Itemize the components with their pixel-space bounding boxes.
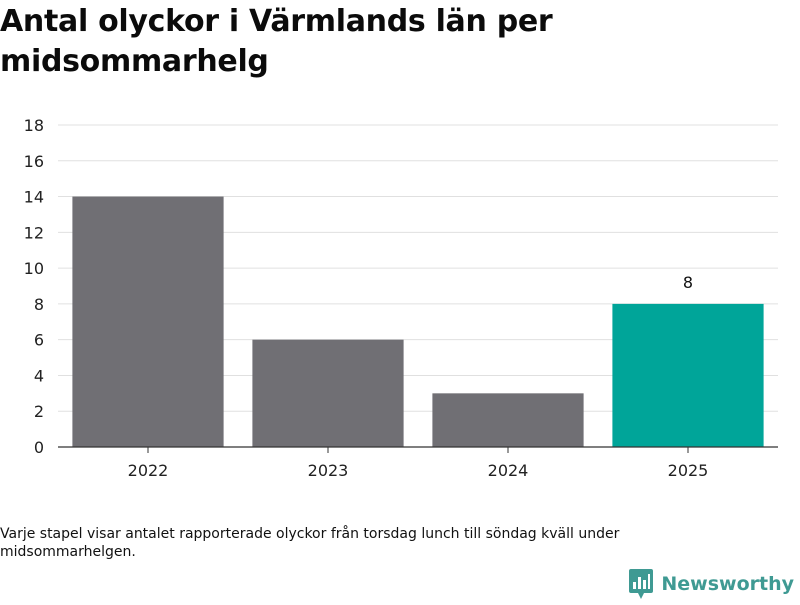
bar-chart: 0 2 4 6 8 10 12 14 16 18 2022 2023 2024 2025 8 — [24, 116, 778, 480]
axes — [58, 446, 778, 453]
y-tick-label: 18 — [24, 116, 44, 135]
brand-name: Newsworthy — [661, 573, 794, 595]
bar-2025 — [612, 303, 764, 447]
data-label-2025: 8 — [683, 273, 693, 292]
y-tick-label: 10 — [24, 259, 44, 278]
y-tick-label: 14 — [24, 188, 44, 207]
x-tick-label: 2025 — [668, 461, 709, 480]
bar-2023 — [252, 339, 404, 447]
x-tick-label: 2023 — [308, 461, 349, 480]
y-tick-label: 0 — [34, 438, 44, 457]
x-tick-label: 2024 — [488, 461, 529, 480]
chart-title: Antal olyckor i Värmlands län per midsom… — [0, 4, 553, 79]
bar-2022 — [72, 196, 224, 447]
y-tick-label: 8 — [34, 295, 44, 314]
y-tick-label: 6 — [34, 331, 44, 350]
y-tick-label: 16 — [24, 152, 44, 171]
y-tick-label: 2 — [34, 402, 44, 421]
y-tick-label: 12 — [24, 223, 44, 242]
brand-logo: Newsworthy — [628, 566, 794, 602]
newsworthy-bar-chart-icon — [628, 567, 654, 601]
x-tick-label: 2022 — [128, 461, 169, 480]
chart-footnote: Varje stapel visar antalet rapporterade … — [0, 526, 620, 560]
labels: 0 2 4 6 8 10 12 14 16 18 2022 2023 2024 2025 8 — [24, 116, 709, 480]
bar-2024 — [432, 393, 584, 447]
y-tick-label: 4 — [34, 366, 44, 385]
bars — [72, 196, 764, 447]
